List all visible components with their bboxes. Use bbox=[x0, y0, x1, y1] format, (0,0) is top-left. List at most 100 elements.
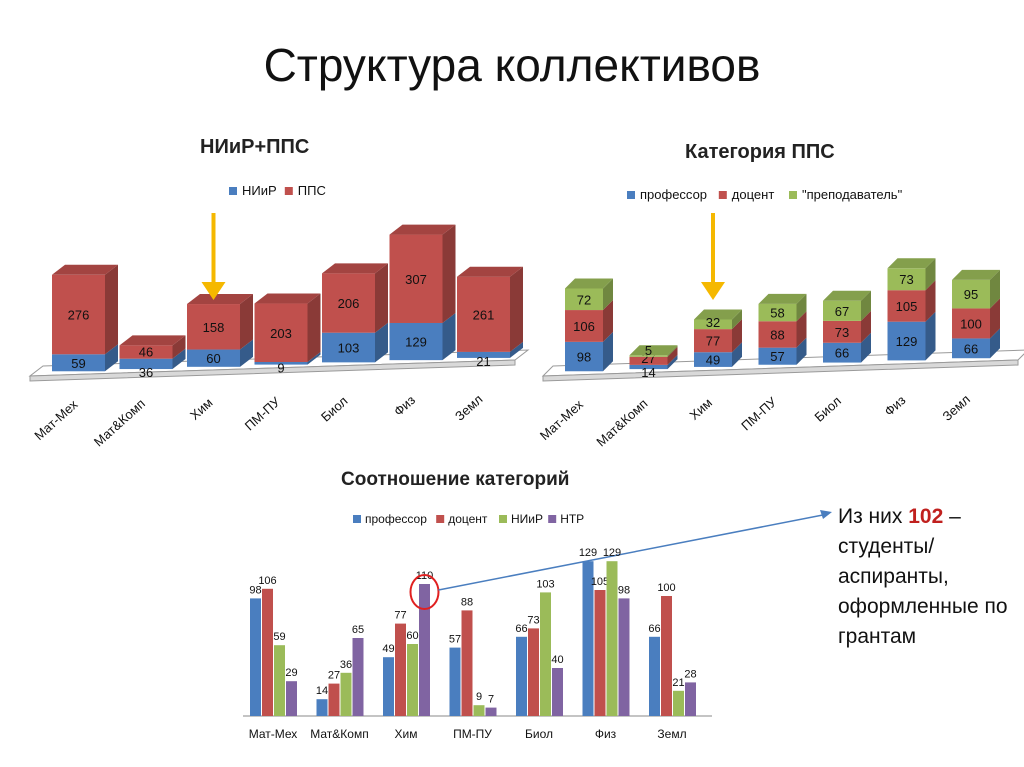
chart2-bar-side-2-0 bbox=[603, 278, 613, 311]
chart3-title: Соотношение категорий bbox=[341, 469, 570, 490]
chart2-bar-side-0-4 bbox=[861, 332, 871, 363]
chart2-category-label-3: ПМ-ПУ bbox=[738, 394, 780, 434]
chart1-bar-side-1-3 bbox=[307, 293, 321, 363]
chart1-legend-swatch-0 bbox=[229, 187, 237, 195]
chart3-bar-0-5 bbox=[582, 561, 594, 716]
chart2-bar-2-2 bbox=[694, 319, 732, 330]
chart2-bar-0-5 bbox=[887, 321, 926, 361]
chart3-value-label-1-0: 106 bbox=[258, 575, 276, 587]
chart3-category-label-0: Мат-Мех bbox=[249, 727, 298, 741]
chart1-bar-0-5 bbox=[389, 322, 443, 361]
chart1-value-label-1-0: 276 bbox=[68, 308, 90, 323]
chart3-bar-1-1 bbox=[328, 683, 340, 716]
chart2-bar-1-1 bbox=[629, 356, 668, 365]
chart2-bar-2-1 bbox=[629, 355, 668, 357]
chart3-bar-0-0 bbox=[250, 598, 261, 716]
chart2-bar-0-2 bbox=[694, 352, 732, 367]
chart2-value-label-1-2: 77 bbox=[706, 334, 720, 349]
chart1-value-label-1-3: 203 bbox=[270, 326, 292, 341]
note-prefix: Из них bbox=[838, 505, 909, 528]
chart1-bar-0-0 bbox=[52, 354, 105, 372]
page-title: Структура коллективов bbox=[263, 39, 761, 91]
chart3-value-label-1-4: 73 bbox=[527, 614, 539, 626]
chart2-value-label-1-6: 100 bbox=[960, 316, 982, 331]
chart3-bar-3-0 bbox=[286, 681, 297, 716]
chart3-bar-1-2 bbox=[395, 623, 406, 716]
chart2-category-label-2: Хим bbox=[686, 395, 715, 423]
chart2-value-label-1-1: 27 bbox=[641, 351, 655, 366]
chart2-bar-0-4 bbox=[823, 342, 861, 363]
chart1-value-label-1-5: 307 bbox=[405, 272, 427, 287]
chart2-category-label-5: Физ bbox=[881, 392, 908, 419]
chart1-bar-side-0-1 bbox=[172, 348, 186, 370]
chart2-bar-1-6 bbox=[952, 308, 990, 339]
chart1-value-label-0-0: 59 bbox=[71, 356, 85, 371]
chart1-value-label-0-2: 60 bbox=[206, 351, 220, 366]
chart2-category-label-4: Биол bbox=[811, 393, 844, 424]
chart1-bar-top-3 bbox=[254, 293, 321, 304]
chart3-legend-swatch-1 bbox=[436, 515, 445, 523]
chart3-bar-3-6 bbox=[685, 682, 696, 716]
chart1-bar-1-1 bbox=[119, 345, 173, 359]
chart3-bar-0-1 bbox=[316, 699, 328, 716]
chart1-bar-1-6 bbox=[457, 276, 510, 352]
chart2-title: Категория ППС bbox=[685, 141, 835, 163]
chart1-bar-side-0-0 bbox=[105, 344, 118, 372]
chart3-value-label-0-3: 57 bbox=[449, 634, 461, 646]
chart2-legend-swatch-1 bbox=[718, 191, 727, 199]
chart2-value-label-2-3: 58 bbox=[770, 306, 784, 321]
chart3-value-label-3-3: 7 bbox=[488, 694, 494, 706]
chart1-floor bbox=[28, 349, 530, 377]
chart3-bar-0-3 bbox=[449, 647, 461, 716]
chart3-bar-1-3 bbox=[461, 610, 473, 716]
chart1-category-label-2: Хим bbox=[187, 395, 216, 423]
chart2-category-label-6: Земл bbox=[939, 392, 973, 424]
chart1-bar-top-0 bbox=[52, 264, 118, 275]
chart3-bar-3-4 bbox=[552, 668, 563, 716]
chart3-category-label-1: Мат&Комп bbox=[310, 727, 368, 741]
chart1-value-label-1-1: 46 bbox=[139, 345, 153, 360]
chart3-value-label-3-0: 29 bbox=[285, 667, 297, 679]
chart3-bar-2-4 bbox=[540, 592, 551, 716]
chart3-value-label-3-5: 98 bbox=[618, 584, 630, 596]
chart2-bar-side-1-0 bbox=[603, 300, 613, 342]
chart2-value-label-2-1: 5 bbox=[645, 343, 652, 358]
chart3-value-label-0-4: 66 bbox=[515, 623, 527, 635]
chart1-category-label-5: Физ bbox=[391, 392, 418, 419]
chart2-bar-2-6 bbox=[952, 279, 990, 309]
chart2-legend-swatch-0 bbox=[627, 191, 635, 199]
chart2-value-label-1-0: 106 bbox=[573, 319, 595, 334]
chart3-value-label-2-3: 9 bbox=[476, 691, 482, 703]
chart2-bar-side-2-2 bbox=[732, 309, 742, 330]
chart3-bar-2-2 bbox=[407, 644, 418, 716]
chart1-category-label-1: Мат&Комп bbox=[91, 396, 148, 450]
chart3-value-label-2-2: 60 bbox=[406, 630, 418, 642]
chart1-bar-side-0-5 bbox=[442, 312, 456, 361]
chart2-category-label-1: Мат&Комп bbox=[593, 396, 650, 450]
chart2-bar-side-0-5 bbox=[925, 311, 936, 361]
chart1-category-label-0: Мат-Мех bbox=[31, 396, 81, 443]
chart1-floor-edge bbox=[29, 359, 516, 382]
chart2-bar-2-0 bbox=[565, 288, 603, 311]
chart3-bar-2-0 bbox=[274, 645, 285, 716]
chart1-value-label-0-1: 36 bbox=[139, 365, 153, 380]
chart1-bar-side-0-2 bbox=[240, 339, 253, 367]
chart1-bar-1-3 bbox=[254, 303, 308, 363]
annotation-note: Из них 102 – студенты/ аспиранты, оформл… bbox=[838, 502, 1018, 652]
chart2-value-label-0-3: 57 bbox=[770, 349, 784, 364]
chart2-floor-edge bbox=[542, 359, 1019, 382]
chart3-legend-swatch-0 bbox=[353, 515, 361, 523]
chart1-title: НИиР+ППС bbox=[200, 136, 310, 158]
chart3-category-label-2: Хим bbox=[395, 727, 418, 741]
chart2-bar-1-5 bbox=[887, 290, 926, 322]
chart3-category-label-3: ПМ-ПУ bbox=[453, 727, 492, 741]
chart2-value-label-0-1: 14 bbox=[641, 365, 655, 380]
chart3-legend-swatch-2 bbox=[499, 515, 507, 523]
chart1-bar-top-6 bbox=[457, 266, 523, 277]
chart1-bar-top-2 bbox=[187, 294, 253, 305]
chart2-legend-label-1: доцент bbox=[732, 187, 775, 202]
chart3-value-label-1-3: 88 bbox=[461, 596, 473, 608]
chart3-value-label-3-2: 110 bbox=[416, 570, 434, 582]
chart2-bar-top-3 bbox=[758, 293, 807, 304]
chart2-bar-side-2-6 bbox=[990, 269, 1000, 309]
